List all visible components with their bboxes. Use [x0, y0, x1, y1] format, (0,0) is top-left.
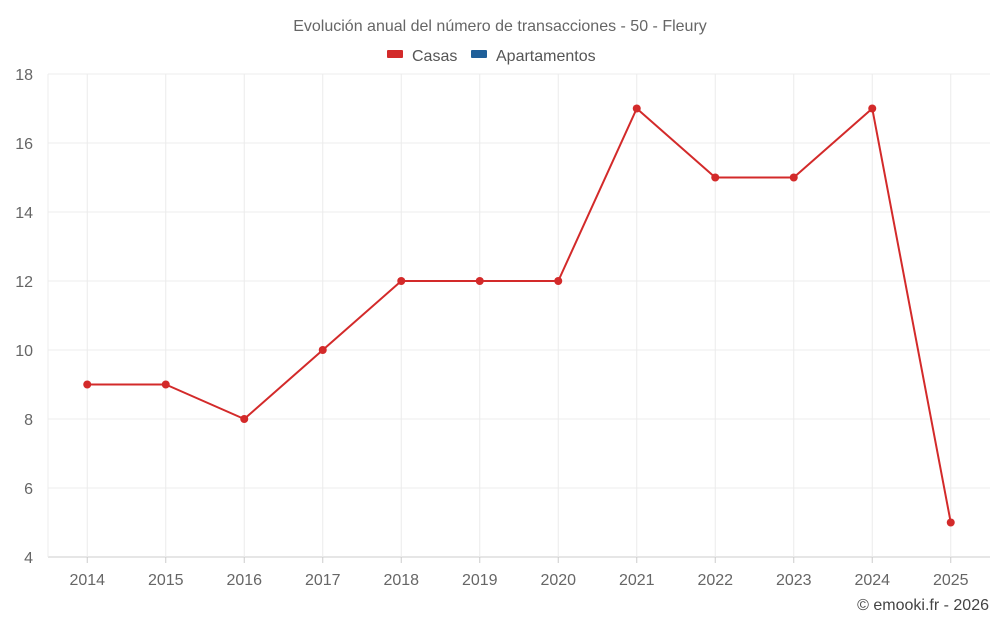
x-tick-label: 2015 — [148, 572, 184, 589]
data-point-casas[interactable] — [475, 277, 484, 285]
legend-swatch-apartamentos — [471, 50, 487, 58]
data-point-casas[interactable] — [83, 380, 92, 389]
x-gridlines — [47, 74, 952, 563]
y-gridlines — [48, 73, 990, 558]
data-point-casas[interactable] — [868, 104, 877, 113]
x-tick-label: 2021 — [619, 572, 655, 589]
series-lines — [87, 107, 952, 523]
legend: Casas Apartamentos — [387, 48, 596, 65]
data-point-casas[interactable] — [711, 173, 720, 182]
y-tick-label: 12 — [15, 274, 33, 291]
y-tick-label: 6 — [24, 481, 33, 498]
data-point-casas[interactable] — [554, 277, 563, 285]
y-tick-label: 4 — [24, 550, 33, 567]
data-point-casas[interactable] — [161, 380, 170, 389]
y-tick-label: 16 — [15, 136, 33, 153]
y-axis-ticks: 4 6 8 10 12 14 16 18 — [15, 67, 33, 567]
y-tick-label: 8 — [24, 412, 33, 429]
series-points — [83, 104, 955, 527]
x-axis-ticks: 2014 2015 2016 2017 2018 2019 2020 2021 2022 2023… — [69, 572, 968, 589]
x-tick-label: 2023 — [776, 572, 812, 589]
legend-label-casas: Casas — [412, 48, 457, 65]
data-point-casas[interactable] — [946, 518, 955, 527]
data-point-casas[interactable] — [318, 346, 327, 354]
legend-item-casas[interactable]: Casas — [387, 48, 457, 65]
series-line-casas — [87, 107, 952, 523]
credit-text: © emooki.fr - 2026 — [857, 597, 989, 614]
data-point-casas[interactable] — [789, 173, 798, 182]
data-point-casas[interactable] — [632, 104, 641, 113]
data-point-casas[interactable] — [240, 415, 249, 423]
legend-swatch-casas — [387, 50, 403, 58]
x-tick-label: 2024 — [854, 572, 890, 589]
x-tick-label: 2014 — [69, 572, 105, 589]
chart-title: Evolución anual del número de transaccio… — [293, 18, 707, 35]
x-tick-label: 2016 — [226, 572, 262, 589]
data-point-casas[interactable] — [397, 277, 406, 285]
y-tick-label: 14 — [15, 205, 33, 222]
y-tick-label: 10 — [15, 343, 33, 360]
legend-label-apartamentos: Apartamentos — [496, 48, 596, 65]
x-tick-label: 2019 — [462, 572, 498, 589]
x-tick-label: 2022 — [697, 572, 733, 589]
x-tick-label: 2017 — [305, 572, 341, 589]
x-tick-label: 2018 — [383, 572, 419, 589]
x-tick-label: 2025 — [933, 572, 969, 589]
x-tick-label: 2020 — [540, 572, 576, 589]
y-tick-label: 18 — [15, 67, 33, 84]
legend-item-apartamentos[interactable]: Apartamentos — [471, 48, 596, 65]
